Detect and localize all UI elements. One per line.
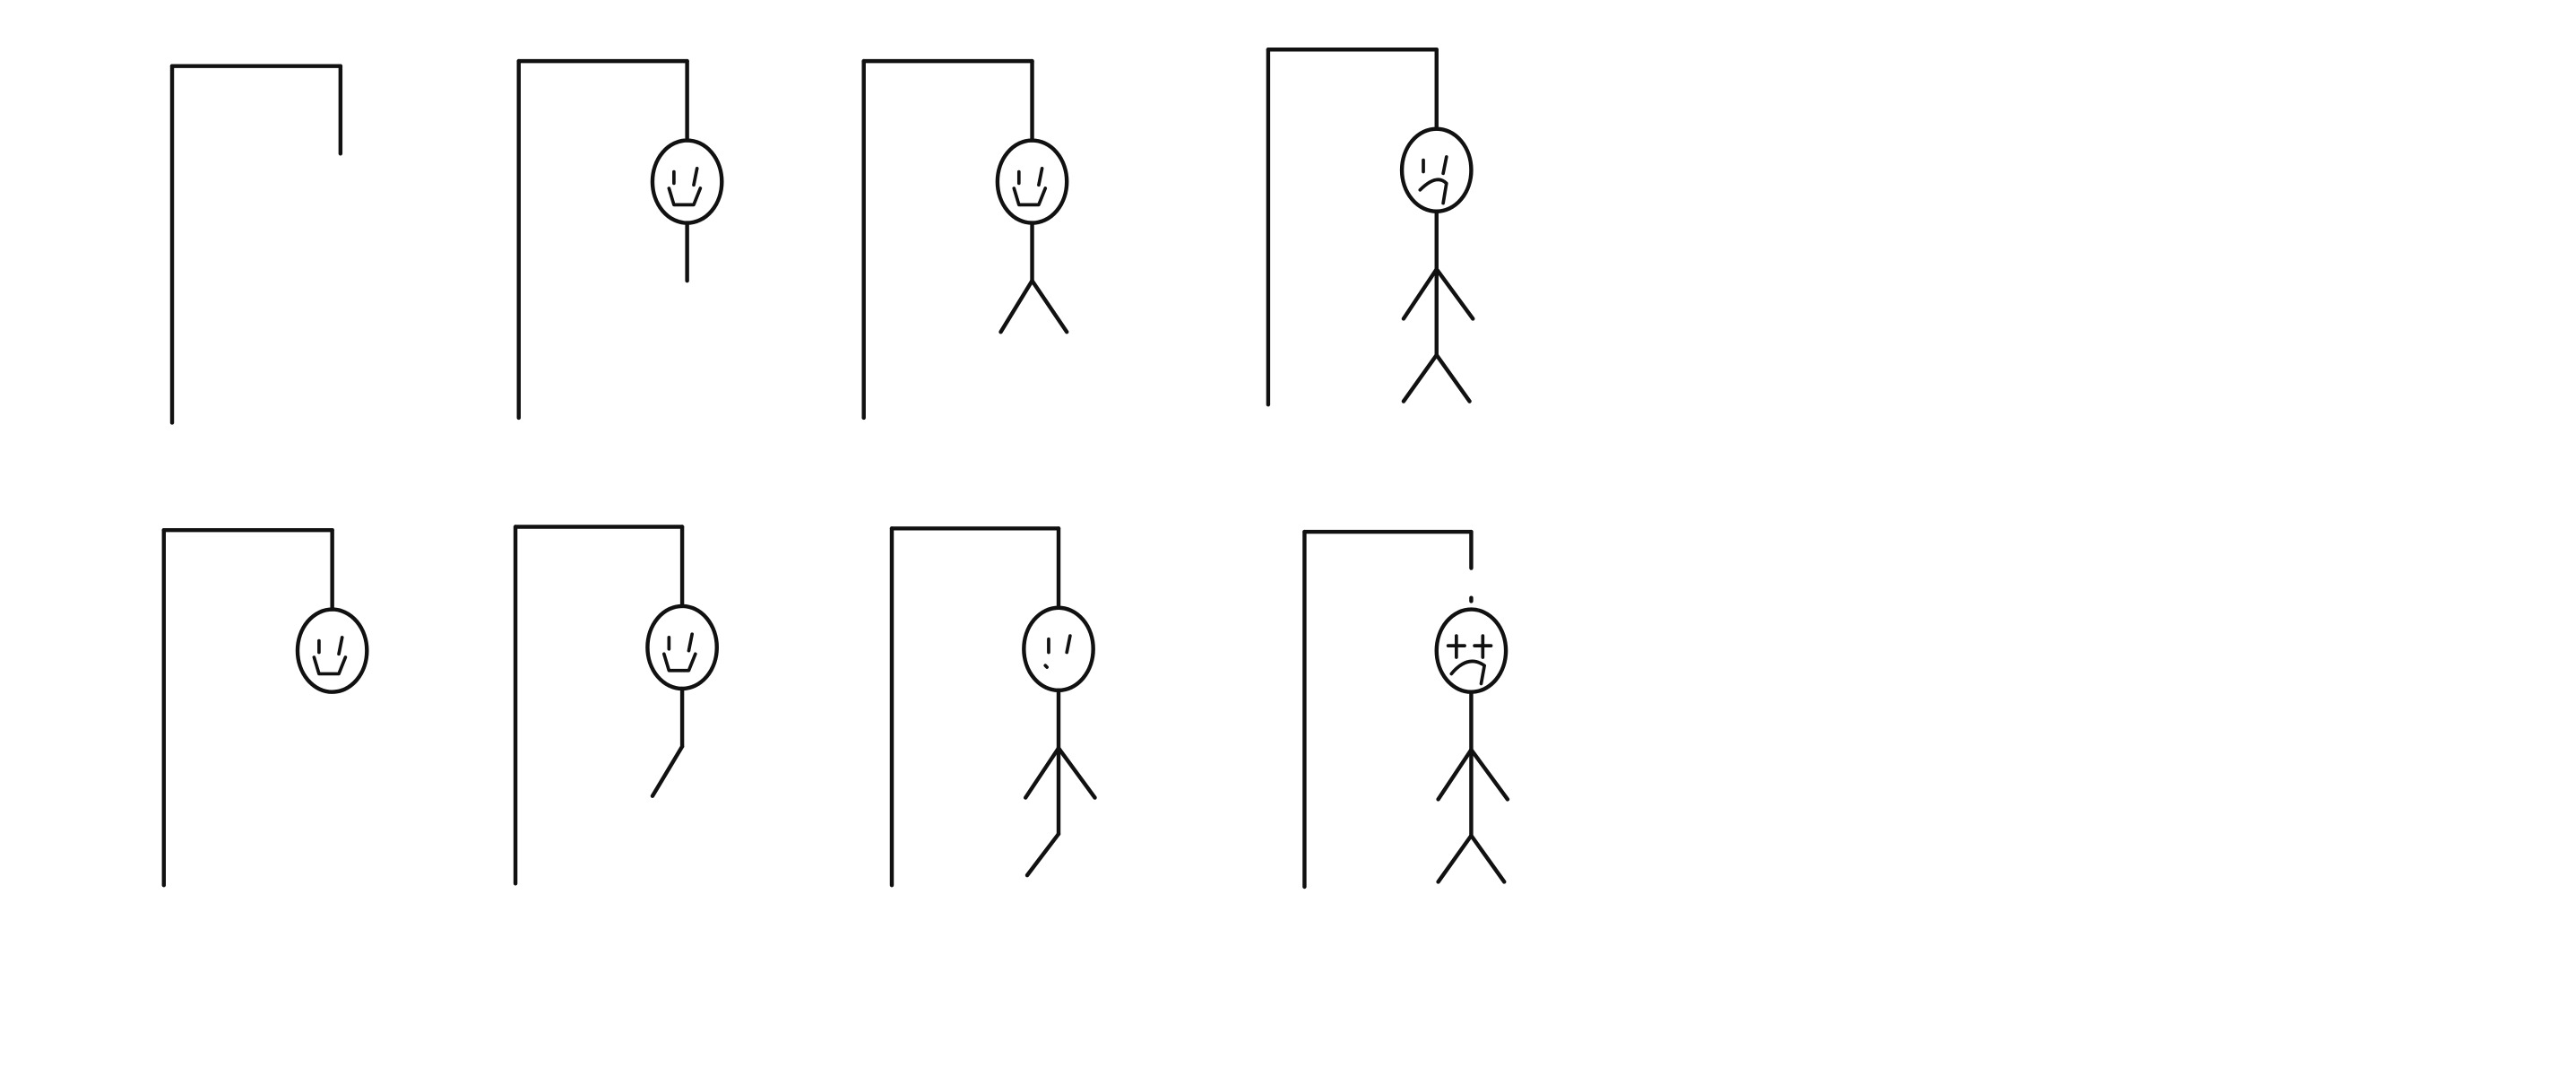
gallows xyxy=(889,526,1061,888)
gallows xyxy=(161,527,334,888)
panel-full-body-sad xyxy=(1266,48,1475,407)
gallows xyxy=(516,58,689,421)
left-leg xyxy=(650,744,685,798)
panel-head-and-body xyxy=(516,58,724,421)
gallows xyxy=(1302,529,1474,890)
smile-mouth xyxy=(661,652,697,673)
sad-mouth xyxy=(1449,659,1487,686)
right-eye xyxy=(1441,155,1448,176)
left-leg xyxy=(998,278,1034,334)
head-outline xyxy=(1434,607,1508,694)
head-outline xyxy=(295,607,369,694)
right-arm xyxy=(1056,746,1097,800)
head-outline xyxy=(650,138,724,225)
left-leg xyxy=(1401,352,1439,404)
head xyxy=(295,607,369,694)
head xyxy=(650,138,724,225)
head-outline xyxy=(1022,605,1095,693)
gallows xyxy=(861,58,1034,421)
right-arm xyxy=(1469,747,1510,802)
smile-mouth xyxy=(1012,187,1048,207)
left-arm xyxy=(1401,266,1439,321)
head xyxy=(1022,605,1095,693)
head-outline xyxy=(1399,126,1474,213)
right-eye-cross xyxy=(1473,634,1493,659)
head-outline xyxy=(995,138,1069,225)
head xyxy=(1434,607,1508,694)
head-outline xyxy=(645,603,719,691)
smile-mouth xyxy=(667,187,703,207)
right-eye xyxy=(692,167,699,187)
left-arm xyxy=(1023,746,1061,800)
gallows xyxy=(169,64,343,425)
left-arm xyxy=(1436,747,1474,802)
right-eye xyxy=(1065,634,1072,655)
gallows xyxy=(513,525,685,886)
smile-mouth xyxy=(312,655,348,676)
mouth-dot xyxy=(1043,664,1049,669)
head xyxy=(645,603,719,691)
right-leg xyxy=(1434,352,1472,404)
right-arm xyxy=(1434,266,1475,321)
head xyxy=(995,138,1069,225)
left-leg xyxy=(1024,831,1061,878)
gallows xyxy=(1266,48,1439,407)
left-eye-cross xyxy=(1446,634,1466,659)
panel-head-body-one-leg xyxy=(513,525,719,886)
right-eye xyxy=(687,632,694,653)
panel-full-body-dead xyxy=(1302,529,1510,890)
right-leg xyxy=(1469,833,1507,884)
left-leg xyxy=(1436,833,1474,884)
panel-head-body-legs xyxy=(861,58,1069,421)
panel-head-only xyxy=(161,527,369,888)
head xyxy=(1399,126,1474,213)
right-eye xyxy=(337,636,344,656)
panel-head-body-arms-one-leg xyxy=(889,526,1097,888)
sad-mouth xyxy=(1418,178,1448,205)
right-leg xyxy=(1030,278,1069,334)
right-eye xyxy=(1037,167,1044,187)
panel-gallows-empty xyxy=(169,64,343,425)
